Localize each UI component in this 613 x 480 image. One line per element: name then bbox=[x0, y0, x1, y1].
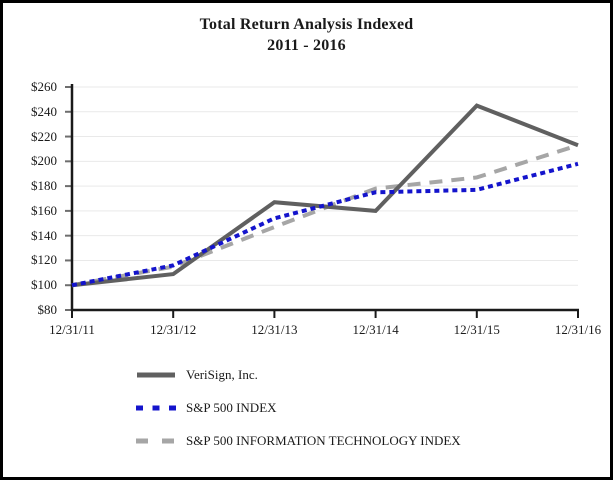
x-axis-tick-label: 12/31/13 bbox=[251, 322, 298, 337]
legend: VeriSign, Inc. S&P 500 INDEX S&P 500 INF… bbox=[136, 367, 461, 467]
chart-title-line-2: 2011 - 2016 bbox=[267, 37, 346, 54]
y-axis-tick-label: $180 bbox=[31, 178, 57, 194]
y-axis-tick-label: $220 bbox=[31, 128, 57, 144]
x-axis-tick-label: 12/31/12 bbox=[150, 322, 197, 337]
legend-label-verisign: VeriSign, Inc. bbox=[186, 367, 258, 382]
x-axis-tick-label: 12/31/16 bbox=[554, 322, 602, 337]
verisign-solid-line-swatch-icon bbox=[137, 372, 175, 378]
y-axis-tick-label: $200 bbox=[31, 153, 57, 169]
y-axis-tick-label: $160 bbox=[31, 202, 57, 218]
series-line-verisign bbox=[71, 103, 579, 288]
sp500-it-dashed-line-swatch-icon bbox=[136, 438, 176, 444]
chart-title: Total Return Analysis Indexed 2011 - 201… bbox=[0, 14, 613, 56]
series-line-sp500 bbox=[71, 161, 579, 288]
y-axis-tick-label: $140 bbox=[31, 227, 57, 243]
y-axis-tick-label: $80 bbox=[37, 302, 58, 317]
y-axis-tick-label: $100 bbox=[31, 277, 57, 293]
legend-label-sp500-it: S&P 500 INFORMATION TECHNOLOGY INDEX bbox=[186, 433, 461, 448]
legend-item-verisign: VeriSign, Inc. bbox=[136, 367, 461, 382]
chart-title-line-1: Total Return Analysis Indexed bbox=[199, 16, 414, 33]
y-axis-tick-label: $120 bbox=[31, 252, 57, 268]
legend-item-sp500-it: S&P 500 INFORMATION TECHNOLOGY INDEX bbox=[136, 433, 461, 448]
legend-label-sp500: S&P 500 INDEX bbox=[186, 400, 277, 415]
legend-item-sp500: S&P 500 INDEX bbox=[136, 400, 461, 415]
series-line-sp500-it bbox=[71, 143, 579, 288]
y-axis-tick-label: $260 bbox=[31, 79, 57, 94]
x-axis-tick-label: 12/31/14 bbox=[352, 322, 399, 337]
y-axis-tick-label: $240 bbox=[31, 103, 57, 119]
sp500-dotted-line-swatch-icon bbox=[136, 405, 176, 411]
x-axis-tick-label: 12/31/11 bbox=[49, 322, 95, 337]
x-axis-tick-label: 12/31/15 bbox=[453, 322, 500, 337]
